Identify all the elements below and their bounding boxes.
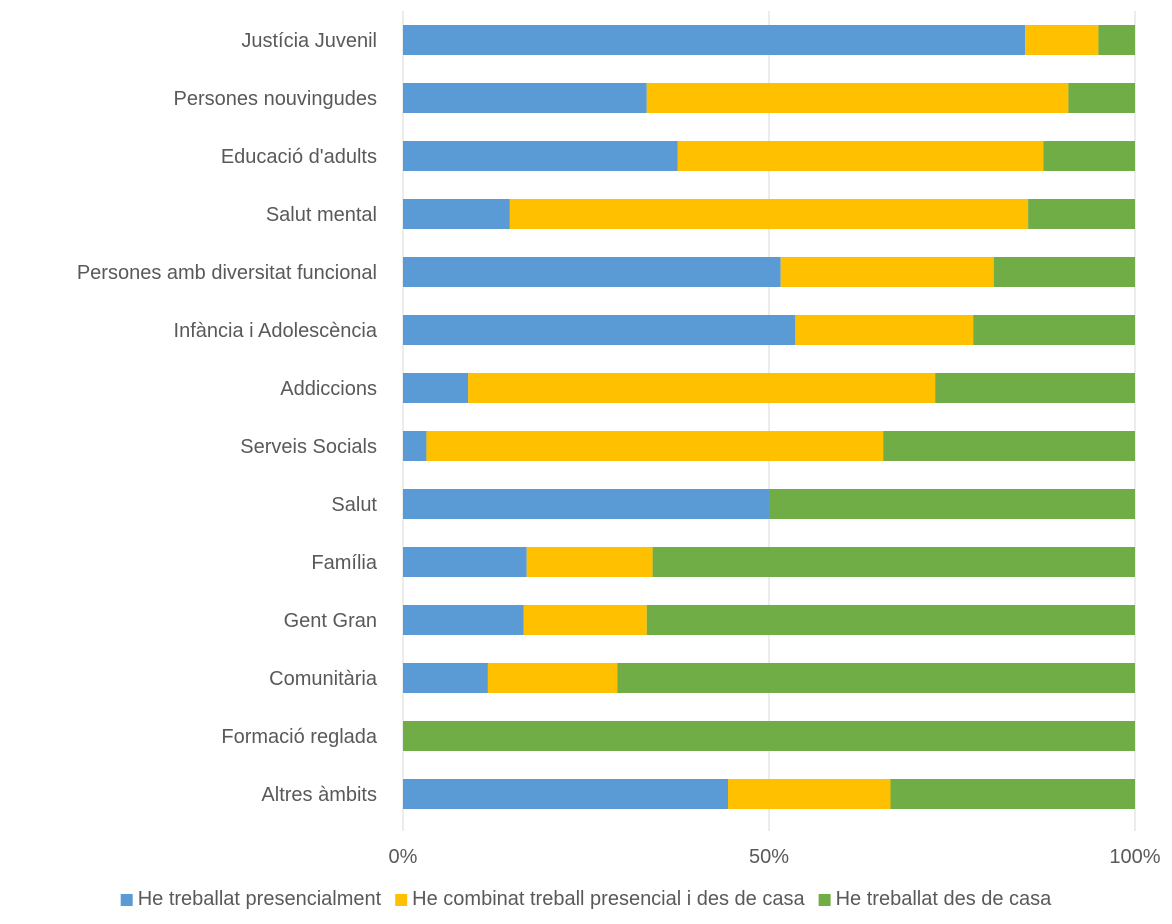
bar-segment-3	[769, 489, 1135, 519]
bar-segment-2	[795, 315, 974, 345]
category-label: Altres àmbits	[261, 784, 377, 806]
bar-segment-3	[1068, 83, 1135, 113]
bar-segment-2	[780, 257, 994, 287]
bar-segment-1	[403, 431, 427, 461]
legend-swatch	[818, 894, 831, 906]
bar-segment-2	[728, 779, 891, 809]
category-label: Justícia Juvenil	[241, 30, 377, 52]
bar-segment-2	[468, 373, 936, 403]
bar-segment-3	[403, 721, 1135, 751]
bar-segment-2	[646, 83, 1069, 113]
bar-segment-3	[935, 373, 1135, 403]
gridlines	[402, 11, 1136, 831]
bar-segment-3	[1043, 141, 1135, 171]
bar-segment-2	[509, 199, 1029, 229]
bar-segment-3	[646, 605, 1135, 635]
bar-segment-2	[1025, 25, 1099, 55]
category-label: Gent Gran	[284, 610, 377, 632]
bar-segment-3	[890, 779, 1135, 809]
bar-segment-2	[677, 141, 1044, 171]
bar-segment-3	[1098, 25, 1135, 55]
bar-segment-3	[993, 257, 1135, 287]
bar-segment-3	[1028, 199, 1135, 229]
bar-segment-2	[526, 547, 653, 577]
legend-swatch	[395, 894, 408, 906]
bar-segment-1	[403, 257, 781, 287]
bar-segment-3	[617, 663, 1135, 693]
bar-segment-1	[403, 373, 469, 403]
bar-segment-1	[403, 605, 524, 635]
legend-item: He treballat des de casa	[818, 888, 1053, 910]
bar-segment-1	[403, 547, 527, 577]
bar-segment-3	[883, 431, 1135, 461]
legend-swatch	[120, 894, 133, 906]
x-tick-label: 0%	[389, 846, 418, 868]
bar-segment-1	[403, 25, 1026, 55]
bar-segment-1	[403, 315, 796, 345]
bar-segment-1	[403, 83, 647, 113]
bar-segment-3	[973, 315, 1135, 345]
x-tick-labels: 0% 50% 100%	[389, 846, 1161, 868]
bar-segment-2	[487, 663, 618, 693]
legend-label: He treballat des de casa	[836, 888, 1053, 910]
category-label: Salut	[331, 494, 377, 516]
legend-label: He combinat treball presencial i des de …	[412, 888, 805, 910]
category-labels: Justícia Juvenil Persones nouvingudes Educ…	[77, 30, 378, 806]
category-label: Educació d'adults	[221, 146, 377, 168]
category-label: Serveis Socials	[240, 436, 377, 458]
bar-segment-1	[403, 199, 510, 229]
category-label: Infància i Adolescència	[174, 320, 378, 342]
bar-segment-2	[426, 431, 884, 461]
category-label: Persones amb diversitat funcional	[77, 262, 377, 284]
x-tick-label: 50%	[749, 846, 789, 868]
bar-segment-1	[403, 779, 729, 809]
legend-item: He treballat presencialment	[120, 888, 382, 910]
bar-segment-1	[403, 141, 678, 171]
bar-segment-3	[652, 547, 1135, 577]
legend: He treballat presencialment He combinat t…	[120, 888, 1053, 910]
legend-item: He combinat treball presencial i des de …	[395, 888, 805, 910]
category-label: Formació reglada	[221, 726, 378, 748]
category-label: Família	[311, 552, 377, 574]
bar-segment-1	[403, 489, 769, 519]
legend-label: He treballat presencialment	[138, 888, 382, 910]
bar-segment-2	[523, 605, 647, 635]
bar-segment-1	[403, 663, 488, 693]
category-label: Comunitària	[269, 668, 378, 690]
category-label: Salut mental	[266, 204, 377, 226]
x-tick-label: 100%	[1109, 846, 1160, 868]
category-label: Addiccions	[280, 378, 377, 400]
bars	[403, 25, 1135, 809]
category-label: Persones nouvingudes	[174, 88, 377, 110]
